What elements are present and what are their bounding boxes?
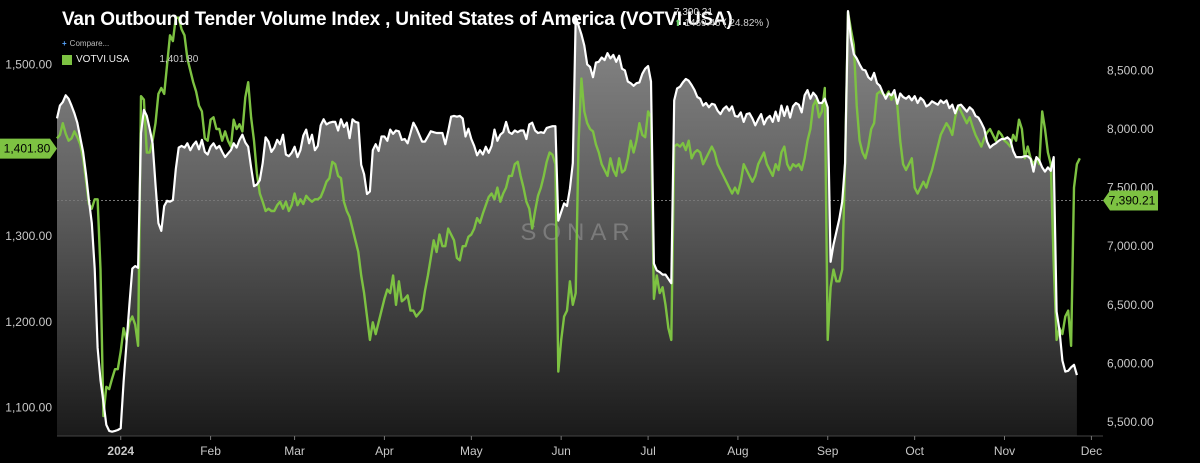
legend-item[interactable]: VOTVI.USA 1,401.80: [62, 54, 198, 65]
plus-icon: +: [62, 39, 67, 48]
up-arrow-icon: ⬆: [674, 18, 682, 28]
left-tick-label: 1,300.00: [5, 229, 52, 243]
x-tick-label: Jul: [640, 444, 655, 458]
last-value: 7,390.21: [674, 7, 713, 18]
x-tick-label: Jun: [551, 444, 570, 458]
right-tick-label: 5,500.00: [1107, 415, 1154, 429]
legend-swatch: [62, 54, 72, 65]
right-value-badge-label: 7,390.21: [1109, 193, 1156, 207]
left-tick-label: 1,200.00: [5, 315, 52, 329]
x-tick-label: 2024: [107, 444, 134, 458]
lines-layer: [55, 10, 1081, 433]
x-tick-label: Mar: [284, 444, 305, 458]
left-tick-label: 1,100.00: [5, 401, 52, 415]
right-tick-label: 8,000.00: [1107, 122, 1154, 136]
x-axis: 2024 Feb Mar Apr May Jun Jul Aug Sep Oct Nov Dec: [107, 436, 1102, 458]
legend-series-label: VOTVI.USA: [76, 54, 130, 65]
left-tick-label: 1,500.00: [5, 57, 52, 71]
series-line-0: [55, 10, 1078, 433]
right-tick-label: 8,500.00: [1107, 63, 1154, 77]
change-line: ⬆ 1469.46 ( 24.82% ): [674, 18, 769, 29]
right-tick-label: 6,000.00: [1107, 356, 1154, 370]
right-axis: 5,500.006,000.006,500.007,000.007,500.00…: [1107, 63, 1154, 428]
chart-title: Van Outbound Tender Volume Index , Unite…: [62, 9, 733, 30]
right-value-badge: [1103, 190, 1158, 211]
x-tick-label: Nov: [994, 444, 1015, 458]
x-tick-label: Apr: [375, 444, 394, 458]
x-tick-label: May: [460, 444, 483, 458]
badges: 1,401.80 7,390.21: [0, 138, 1158, 211]
compare-label: Compare...: [69, 39, 110, 48]
compare-button[interactable]: + Compare...: [62, 39, 109, 48]
series-line-1: [56, 10, 1081, 418]
watermark: SONAR: [520, 219, 635, 246]
x-tick-label: Feb: [200, 444, 221, 458]
x-tick-label: Aug: [727, 444, 748, 458]
right-tick-label: 6,500.00: [1107, 298, 1154, 312]
x-tick-label: Dec: [1081, 444, 1102, 458]
series-area-0: [57, 11, 1077, 436]
last-value-block: 7,390.21 ⬆ 1469.46 ( 24.82% ): [674, 7, 769, 29]
change-value: 1469.46 ( 24.82% ): [684, 18, 770, 29]
legend-series-value: 1,401.80: [159, 54, 199, 65]
left-value-badge: [0, 138, 57, 159]
right-tick-label: 7,000.00: [1107, 239, 1154, 253]
x-tick-label: Oct: [905, 444, 924, 458]
x-tick-label: Sep: [817, 444, 839, 458]
area-layer: [57, 11, 1077, 436]
left-value-badge-label: 1,401.80: [4, 142, 51, 156]
